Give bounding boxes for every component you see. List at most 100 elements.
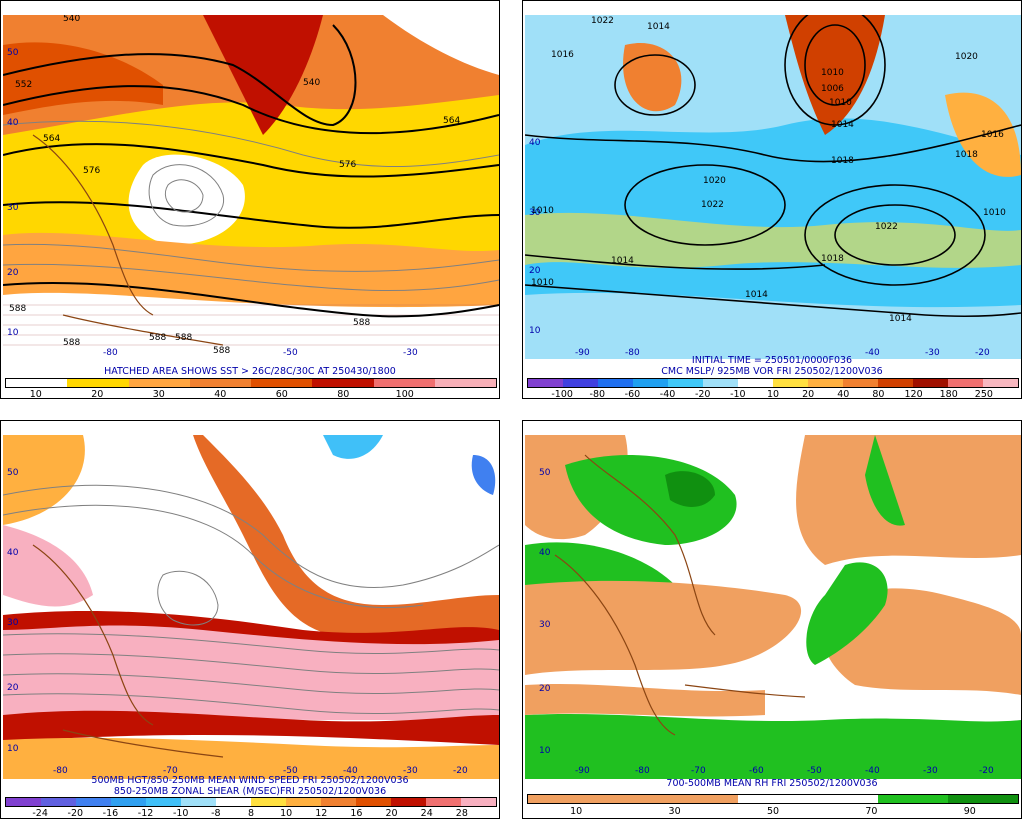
panel-caption-line2: CMC MSLP/ 925MB VOR FRI 250502/1200V036 (661, 366, 883, 377)
colorbar-swatch (67, 379, 129, 387)
colorbar-swatch (373, 379, 435, 387)
colorbar-tick: -10 (172, 808, 189, 819)
lat-label: 30 (539, 620, 551, 630)
colorbar (5, 797, 497, 807)
lat-label: 30 (7, 618, 19, 628)
colorbar-swatch (76, 798, 111, 806)
colorbar-tick: 20 (91, 389, 104, 399)
colorbar-swatch (703, 379, 738, 387)
contour-label: 1014 (831, 120, 854, 130)
colorbar-swatch (356, 798, 391, 806)
panel-mean-rh: 50 40 30 20 10 -90 -80 -70 -60 -50 -40 -… (522, 420, 1022, 819)
colorbar-swatch (312, 379, 374, 387)
lon-label: -50 (283, 348, 298, 358)
contour-label: 540 (303, 78, 320, 88)
map-area: 40 30 20 10 -90 -80 -40 -30 -20 1022 101… (525, 15, 1021, 359)
contour-label: 576 (83, 166, 100, 176)
panel-caption: 700-500MB MEAN RH FRI 250502/1200V036 (666, 778, 878, 789)
colorbar-tick: 8 (247, 808, 255, 819)
colorbar-tick: -24 (32, 808, 48, 819)
colorbar-swatch (843, 379, 878, 387)
colorbar-tick: 24 (420, 808, 433, 819)
map-area: 50 40 30 20 10 -80 -70 -50 -40 -30 -20 (3, 435, 499, 779)
lat-label: 50 (7, 468, 19, 478)
contour-label: 588 (9, 304, 26, 314)
colorbar-tick: -16 (102, 808, 119, 819)
colorbar-tick: 16 (350, 808, 363, 819)
colorbar-tick: 180 (939, 389, 958, 399)
colorbar-tick: -80 (589, 389, 606, 399)
lon-label: -80 (103, 348, 118, 358)
colorbar-swatch (391, 798, 426, 806)
lat-label: 50 (7, 48, 19, 58)
lat-label: 40 (7, 118, 19, 128)
contour-label: 1014 (889, 314, 912, 324)
contour-label: 1010 (531, 278, 554, 288)
colorbar-swatch (878, 379, 913, 387)
colorbar-swatch (808, 795, 878, 803)
lon-label: -80 (635, 766, 650, 776)
contour-label: 1020 (955, 52, 978, 62)
lat-label: 20 (539, 684, 551, 694)
contour-label: 588 (175, 333, 192, 343)
lat-label: 40 (7, 548, 19, 558)
colorbar-tick: 10 (280, 808, 293, 819)
contour-label: 1022 (875, 222, 898, 232)
colorbar-swatch (598, 795, 668, 803)
colorbar-swatch (434, 379, 496, 387)
panel-caption-line1: INITIAL TIME = 250501/0000F036 (691, 355, 853, 366)
lat-label: 10 (7, 744, 19, 754)
contour-label: 588 (353, 318, 370, 328)
contour-label: 1010 (531, 206, 554, 216)
contour-label: 1022 (591, 16, 614, 26)
colorbar-swatch (738, 795, 808, 803)
contour-label: 588 (149, 333, 166, 343)
colorbar-tick: -8 (211, 808, 221, 819)
colorbar-swatch (528, 379, 563, 387)
colorbar-swatch (598, 379, 633, 387)
lon-label: -60 (749, 766, 764, 776)
lon-label: -70 (691, 766, 706, 776)
colorbar-tick: -60 (624, 389, 641, 399)
colorbar-swatch (111, 798, 146, 806)
colorbar-swatch (181, 798, 216, 806)
lat-label: 40 (529, 138, 541, 148)
colorbar-tick: -100 (551, 389, 573, 399)
contour-label: 1010 (821, 68, 844, 78)
colorbar (5, 378, 497, 388)
lat-label: 30 (7, 203, 19, 213)
colorbar-tick: 120 (904, 389, 923, 399)
colorbar-tick: 250 (974, 389, 993, 399)
colorbar-swatch (808, 379, 843, 387)
contour-label: 1014 (745, 290, 768, 300)
colorbar-tick: 60 (275, 389, 288, 399)
lat-label: 10 (7, 328, 19, 338)
colorbar-swatch (6, 379, 68, 387)
lat-label: 10 (539, 746, 551, 756)
colorbar-tick: 10 (570, 806, 583, 817)
contour-label: 1018 (821, 254, 844, 264)
panel-caption: HATCHED AREA SHOWS SST > 26C/28C/30C AT … (104, 366, 396, 377)
colorbar-tick: 40 (837, 389, 850, 399)
colorbar-swatch (773, 379, 808, 387)
colorbar-tick: -12 (137, 808, 154, 819)
map-area: 50 40 30 20 10 -80 -50 -30 540 540 552 5… (3, 15, 499, 359)
lon-label: -30 (925, 348, 940, 358)
lat-label: 40 (539, 548, 551, 558)
colorbar-swatch (738, 379, 773, 387)
lon-label: -40 (343, 766, 358, 776)
colorbar-swatch (6, 798, 41, 806)
colorbar-swatch (251, 798, 286, 806)
lat-label: 20 (7, 268, 19, 278)
colorbar-swatch (948, 795, 1018, 803)
map-area: 50 40 30 20 10 -90 -80 -70 -60 -50 -40 -… (525, 435, 1021, 779)
colorbar-swatch (528, 795, 598, 803)
colorbar-swatch (251, 379, 313, 387)
panel-mslp-vorticity: 40 30 20 10 -90 -80 -40 -30 -20 1022 101… (522, 0, 1022, 399)
colorbar-tick: -10 (730, 389, 746, 399)
colorbar-swatch (913, 379, 948, 387)
colorbar-swatch (128, 379, 190, 387)
lon-label: -50 (283, 766, 298, 776)
contour-label: 540 (63, 15, 80, 24)
colorbar (527, 378, 1019, 388)
